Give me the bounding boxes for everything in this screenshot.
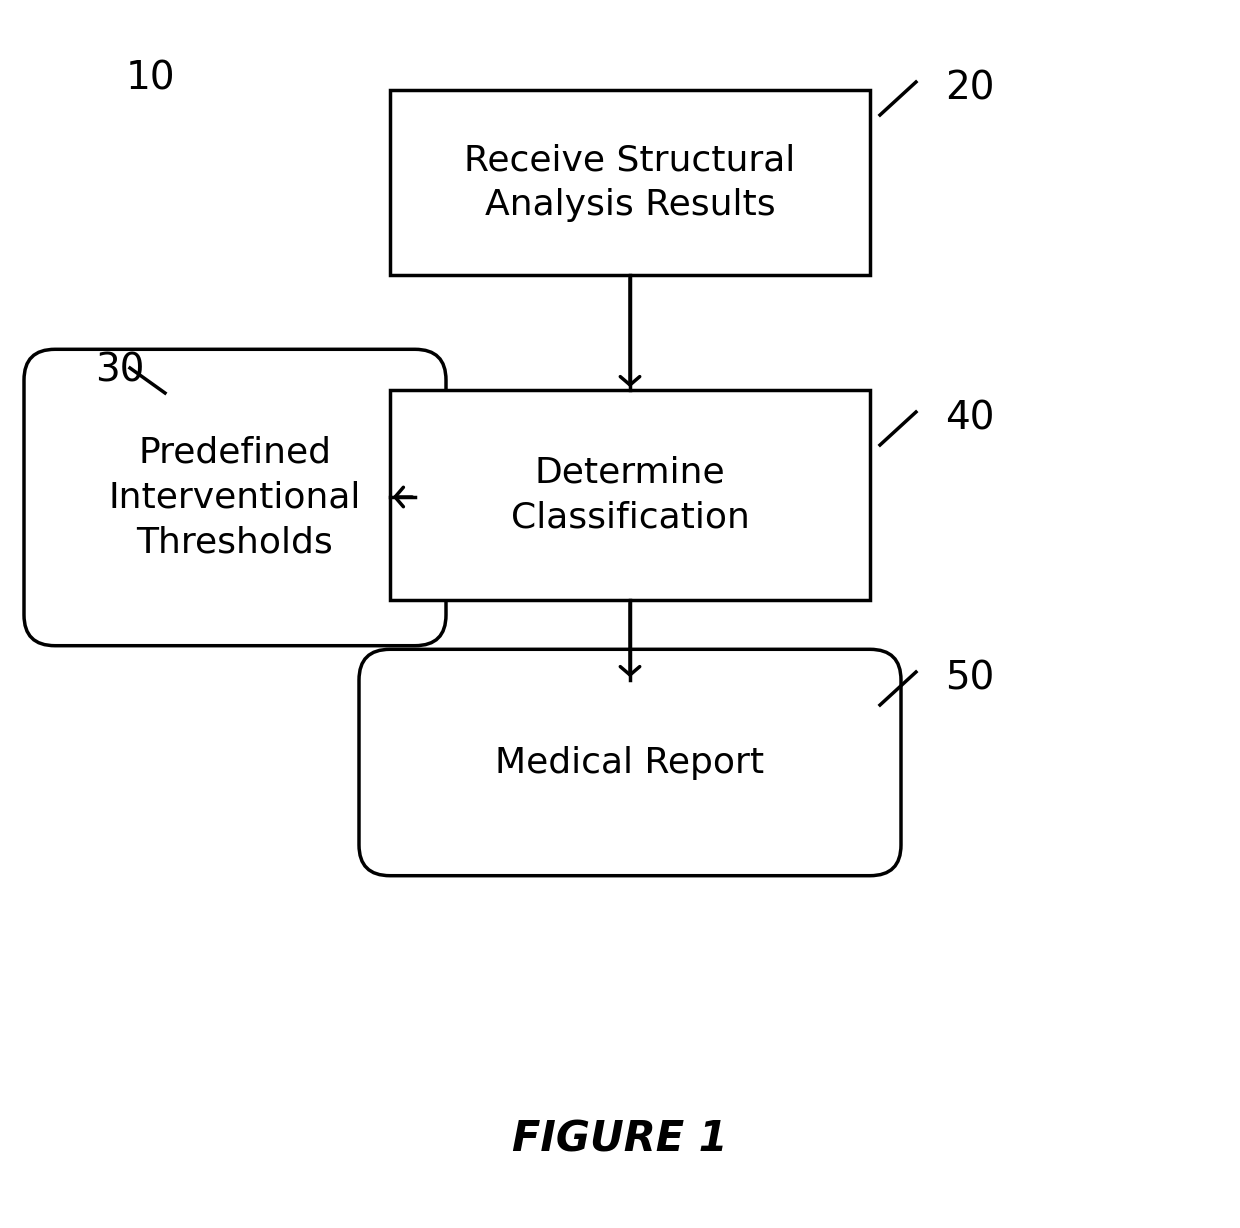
Text: 30: 30 [95,352,145,391]
Text: Determine
Classification: Determine Classification [511,456,749,534]
FancyBboxPatch shape [24,349,446,646]
Text: Predefined
Interventional
Thresholds: Predefined Interventional Thresholds [109,436,361,559]
Text: 10: 10 [125,60,175,98]
Bar [391,391,870,600]
FancyBboxPatch shape [360,650,901,876]
Text: Receive Structural
Analysis Results: Receive Structural Analysis Results [464,144,796,222]
Bar [391,90,870,275]
Text: Medical Report: Medical Report [496,745,765,780]
Text: 50: 50 [945,659,994,698]
Text: FIGURE 1: FIGURE 1 [512,1119,728,1160]
Text: 20: 20 [945,70,994,108]
Text: 40: 40 [945,400,994,438]
